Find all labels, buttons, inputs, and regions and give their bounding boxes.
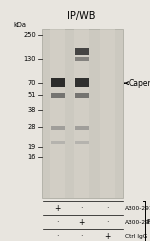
Bar: [75, 126, 89, 130]
Text: Ctrl IgG: Ctrl IgG: [125, 234, 148, 239]
Text: +: +: [55, 204, 61, 213]
Bar: [42, 29, 123, 198]
Bar: [51, 93, 65, 98]
Text: 19: 19: [28, 144, 36, 150]
Bar: [51, 126, 65, 130]
Text: A300-291A-1: A300-291A-1: [125, 206, 150, 211]
Text: Caper: Caper: [129, 79, 150, 88]
Bar: [75, 57, 89, 61]
Bar: [51, 141, 65, 144]
Text: ·: ·: [57, 232, 59, 241]
Text: +: +: [104, 232, 110, 241]
Text: +: +: [79, 218, 85, 227]
Text: kDa: kDa: [13, 22, 26, 28]
Text: A300-291A-2: A300-291A-2: [125, 220, 150, 225]
Bar: [100, 29, 115, 198]
Bar: [75, 141, 89, 144]
Bar: [50, 29, 65, 198]
Bar: [75, 78, 89, 87]
Text: ·: ·: [81, 232, 83, 241]
Text: 51: 51: [28, 92, 36, 98]
Text: IP: IP: [146, 219, 150, 225]
Text: 28: 28: [27, 124, 36, 129]
Text: 16: 16: [28, 154, 36, 160]
Text: 130: 130: [24, 56, 36, 62]
Text: 70: 70: [27, 80, 36, 86]
Bar: [75, 48, 89, 55]
Text: ·: ·: [106, 204, 108, 213]
Text: ·: ·: [57, 218, 59, 227]
Text: ·: ·: [106, 218, 108, 227]
Text: 38: 38: [28, 107, 36, 113]
Text: 250: 250: [23, 32, 36, 38]
Bar: [51, 78, 65, 87]
Text: IP/WB: IP/WB: [67, 11, 95, 21]
Text: ·: ·: [81, 204, 83, 213]
Bar: [75, 93, 89, 98]
Bar: [74, 29, 89, 198]
